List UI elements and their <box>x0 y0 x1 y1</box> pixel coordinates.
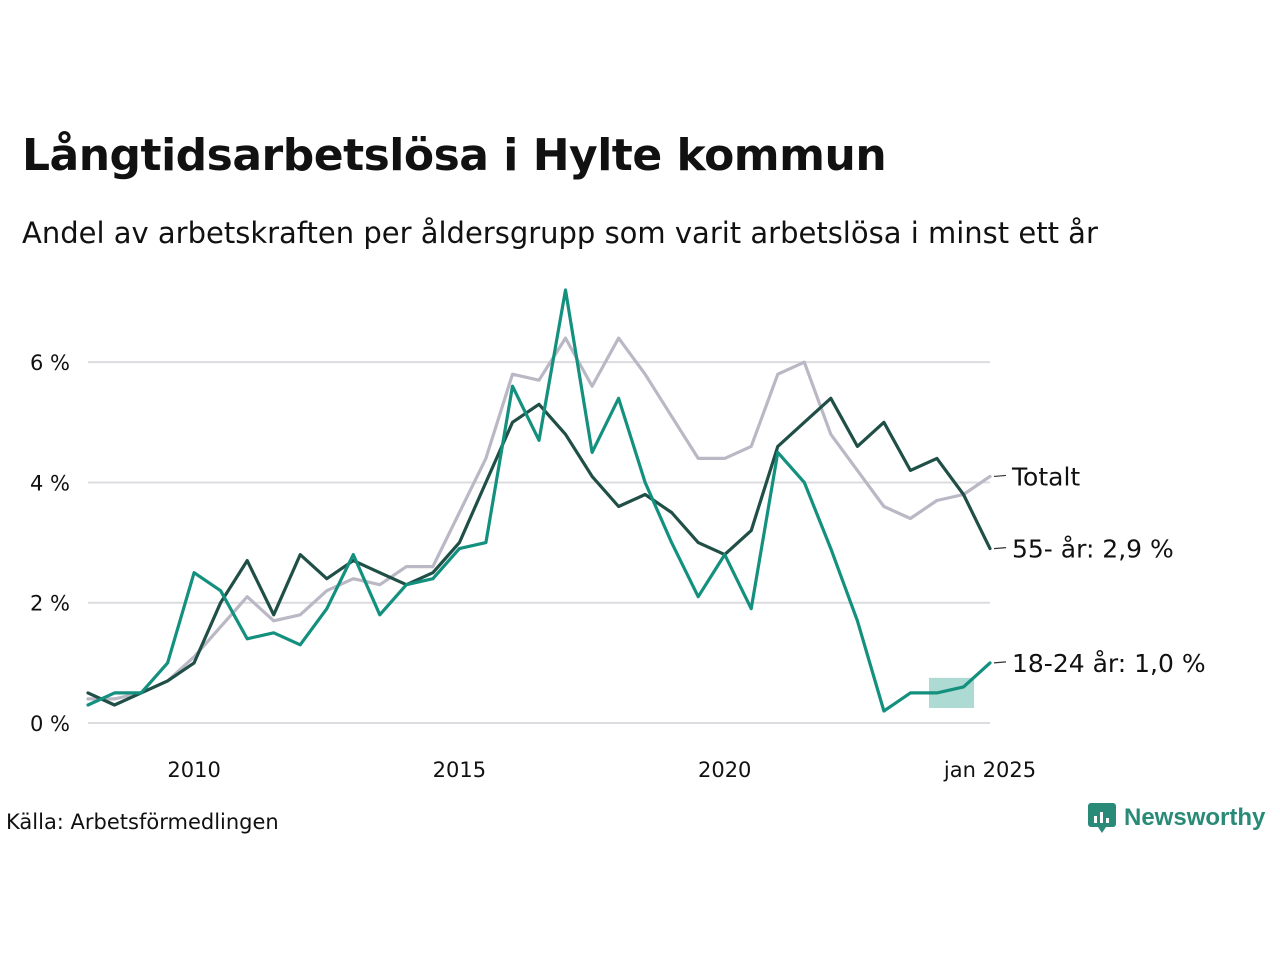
chart-title: Långtidsarbetslösa i Hylte kommun <box>22 130 887 181</box>
chart-subtitle: Andel av arbetskraften per åldersgrupp s… <box>22 216 1098 250</box>
y-tick-label: 0 % <box>30 712 70 736</box>
x-tick-label: 2015 <box>433 758 486 782</box>
x-tick-label: 2020 <box>698 758 751 782</box>
brand-name: Newsworthy <box>1124 804 1266 831</box>
end-label-connector <box>993 546 1007 550</box>
end-label-connector <box>993 661 1007 664</box>
series-end-label: 55- år: 2,9 % <box>1012 535 1174 564</box>
x-tick-label: 2010 <box>167 758 220 782</box>
series-line <box>86 396 992 707</box>
series-line <box>86 288 992 713</box>
y-tick-label: 6 % <box>30 351 70 375</box>
source-note: Källa: Arbetsförmedlingen <box>6 810 279 834</box>
y-tick-label: 4 % <box>30 471 70 495</box>
y-tick-label: 2 % <box>30 592 70 616</box>
x-tick-label: jan 2025 <box>943 758 1036 782</box>
series-end-label: 18-24 år: 1,0 % <box>1012 649 1206 678</box>
series-line <box>86 336 992 701</box>
brand[interactable]: Newsworthy <box>1088 803 1265 833</box>
end-label-connector <box>993 474 1007 478</box>
newsworthy-logo-icon <box>1088 803 1116 833</box>
series-end-label: Totalt <box>1011 462 1080 491</box>
